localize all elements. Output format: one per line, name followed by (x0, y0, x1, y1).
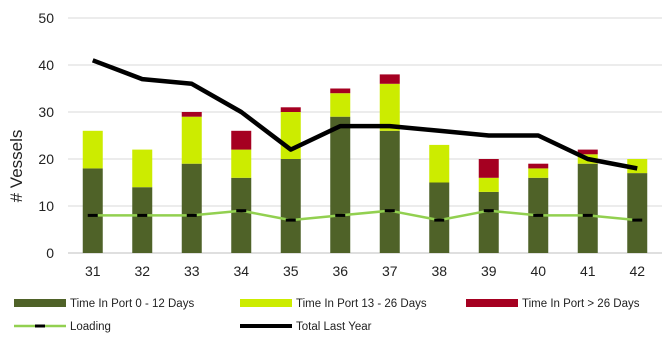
bar-segment (429, 182, 450, 253)
x-tick-label: 35 (283, 263, 299, 279)
bar-segment (627, 173, 648, 253)
bar-segment (528, 163, 549, 169)
y-tick-label: 20 (38, 151, 54, 167)
x-tick-label: 36 (332, 263, 348, 279)
loading-marker (384, 209, 395, 213)
loading-marker (483, 209, 494, 213)
bar-segment (330, 116, 351, 253)
bar-segment (181, 116, 202, 164)
legend-marker (35, 324, 45, 328)
bar-segment (280, 107, 301, 112)
bar-segment (478, 177, 499, 192)
bar-segment (181, 163, 202, 253)
bar-segment (330, 93, 351, 117)
loading-marker (285, 218, 296, 222)
y-tick-label: 50 (38, 10, 54, 26)
loading-marker (87, 213, 98, 217)
x-tick-label: 31 (85, 263, 101, 279)
bar-segment (132, 149, 153, 188)
loading-marker (632, 218, 643, 222)
x-tick-label: 41 (580, 263, 596, 279)
bar-segment (478, 159, 499, 178)
total-last-year-line (91, 58, 638, 171)
line-layer (87, 58, 643, 222)
bar-segment (280, 159, 301, 253)
legend-label: Total Last Year (296, 321, 372, 333)
bar-segment (280, 112, 301, 159)
x-tick-label: 34 (233, 263, 249, 279)
loading-marker (582, 213, 593, 217)
legend-label: Loading (70, 321, 111, 333)
axis-layer: 0 10 20 30 40 50 31 32 33 34 35 36 37 38 39 40 41 42 (38, 10, 645, 279)
legend-label: Time In Port 0 - 12 Days (70, 298, 194, 310)
x-tick-label: 37 (382, 263, 398, 279)
bar-segment (478, 191, 499, 253)
legend-swatch (14, 299, 66, 307)
bar-segment (379, 83, 400, 131)
x-tick-label: 39 (481, 263, 497, 279)
bar-segment (379, 74, 400, 84)
legend: Time In Port 0 - 12 Days Time In Port 13 … (14, 298, 640, 333)
loading-marker (137, 213, 148, 217)
x-tick-label: 32 (134, 263, 150, 279)
bar-segment (330, 88, 351, 94)
bar-segment (231, 149, 252, 178)
x-tick-label: 33 (184, 263, 200, 279)
bar-segment (528, 168, 549, 178)
loading-marker (335, 213, 346, 217)
bar-segment (577, 163, 598, 253)
grid-layer (68, 17, 662, 254)
loading-line (92, 209, 638, 222)
loading-marker (186, 213, 197, 217)
bar-layer (82, 74, 648, 253)
y-tick-label: 0 (46, 245, 54, 261)
bar-segment (231, 177, 252, 253)
x-tick-label: 38 (431, 263, 447, 279)
bar-segment (82, 130, 103, 169)
y-tick-label: 40 (38, 57, 54, 73)
bar-segment (231, 130, 252, 150)
loading-marker (434, 218, 445, 222)
x-tick-label: 42 (629, 263, 645, 279)
bar-segment (379, 130, 400, 253)
y-tick-label: 10 (38, 198, 54, 214)
bar-segment (429, 144, 450, 183)
bar-segment (82, 168, 103, 253)
y-axis-label: # Vessels (7, 130, 26, 203)
legend-label: Time In Port 13 - 26 Days (296, 298, 427, 310)
x-tick-label: 40 (530, 263, 546, 279)
legend-label: Time In Port > 26 Days (522, 298, 640, 310)
bar-segment (181, 112, 202, 117)
bar-segment (577, 149, 598, 155)
legend-swatch (240, 299, 292, 307)
bar-segment (132, 187, 153, 253)
loading-marker (236, 209, 247, 213)
loading-marker (533, 213, 544, 217)
legend-swatch (466, 299, 518, 307)
y-tick-label: 30 (38, 104, 54, 120)
